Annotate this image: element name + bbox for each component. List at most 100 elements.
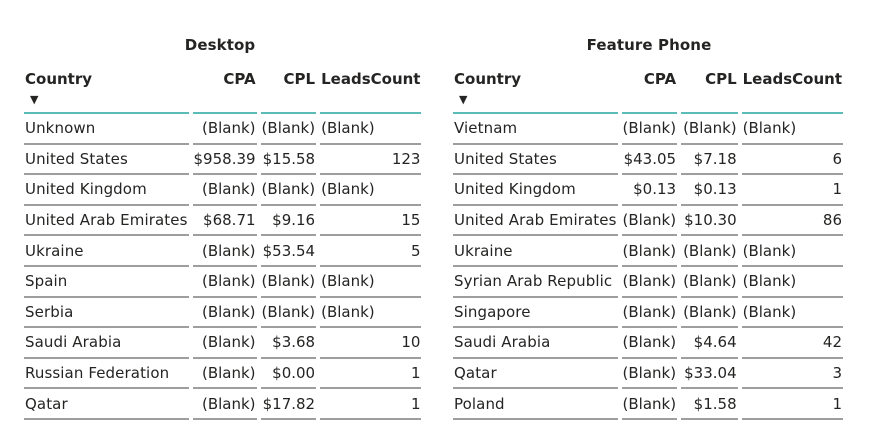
cell-country: United Kingdom — [453, 175, 618, 206]
cell-cpa: $68.71 — [192, 206, 257, 237]
cell-cpa: (Blank) — [621, 267, 678, 298]
column-header-label: Country — [25, 70, 93, 88]
header-row: Country ▼ CPA CPL LeadsCount — [453, 66, 843, 114]
cell-cpl: (Blank) — [681, 236, 738, 267]
column-header-cpa[interactable]: CPA — [192, 66, 257, 114]
cell-country: United Arab Emirates — [453, 206, 618, 237]
column-header-country[interactable]: Country ▼ — [453, 66, 618, 114]
column-header-label: CPA — [643, 70, 677, 88]
cell-cpa: (Blank) — [621, 389, 678, 420]
cell-cpa: (Blank) — [192, 298, 257, 329]
column-header-cpa[interactable]: CPA — [621, 66, 678, 114]
cell-cpl: (Blank) — [681, 298, 738, 329]
cell-cpl: $10.30 — [681, 206, 738, 237]
table-row[interactable]: Ukraine (Blank) (Blank) (Blank) — [453, 236, 843, 267]
cell-country: Saudi Arabia — [24, 328, 189, 359]
table-row[interactable]: United Arab Emirates $68.71 $9.16 15 — [24, 206, 422, 237]
table-row[interactable]: Unknown (Blank) (Blank) (Blank) — [24, 114, 422, 145]
table-row[interactable]: United Kingdom (Blank) (Blank) (Blank) — [24, 175, 422, 206]
data-table: Country ▼ CPA CPL LeadsCount Unknown (Blank)(… — [20, 66, 425, 420]
table-row[interactable]: Vietnam (Blank) (Blank) (Blank) — [453, 114, 843, 145]
cell-country: Russian Federation — [24, 359, 189, 390]
cell-cpa: (Blank) — [621, 359, 678, 390]
cell-cpa: (Blank) — [192, 114, 257, 145]
cell-cpl: $0.13 — [681, 175, 738, 206]
cell-country: Qatar — [453, 359, 618, 390]
cell-cpa: (Blank) — [192, 328, 257, 359]
table-row[interactable]: Saudi Arabia (Blank) $3.68 10 — [24, 328, 422, 359]
cell-leadscount: 42 — [741, 328, 843, 359]
cell-country: Vietnam — [453, 114, 618, 145]
cell-country: Spain — [24, 267, 189, 298]
table-row[interactable]: Syrian Arab Republic (Blank) (Blank) (Blank… — [453, 267, 843, 298]
column-header-label: CPL — [283, 70, 316, 88]
cell-country: Saudi Arabia — [453, 328, 618, 359]
table-body: Vietnam (Blank) (Blank) (Blank) United State… — [453, 114, 843, 420]
table-row[interactable]: Serbia (Blank) (Blank) (Blank) — [24, 298, 422, 329]
cell-leadscount: (Blank) — [741, 267, 843, 298]
cell-cpl: $4.64 — [681, 328, 738, 359]
cell-leadscount: 3 — [741, 359, 843, 390]
table-row[interactable]: Russian Federation (Blank) $0.00 1 — [24, 359, 422, 390]
cell-cpl: $33.04 — [681, 359, 738, 390]
table-row[interactable]: Qatar (Blank) $33.04 3 — [453, 359, 843, 390]
cell-cpl: $15.58 — [260, 145, 317, 176]
table-row[interactable]: Spain (Blank) (Blank) (Blank) — [24, 267, 422, 298]
cell-cpa: (Blank) — [621, 236, 678, 267]
cell-country: Ukraine — [24, 236, 189, 267]
cell-leadscount: 15 — [320, 206, 422, 237]
cell-leadscount: 1 — [320, 389, 422, 420]
column-header-cpl[interactable]: CPL — [260, 66, 317, 114]
header-row: Country ▼ CPA CPL LeadsCount — [24, 66, 422, 114]
sort-descending-icon[interactable]: ▼ — [30, 93, 39, 106]
table-row[interactable]: United States $43.05 $7.18 6 — [453, 145, 843, 176]
cell-country: Ukraine — [453, 236, 618, 267]
cell-leadscount: (Blank) — [320, 267, 422, 298]
table-row[interactable]: Ukraine (Blank) $53.54 5 — [24, 236, 422, 267]
cell-leadscount: (Blank) — [320, 175, 422, 206]
cell-leadscount: 6 — [741, 145, 843, 176]
cell-country: United Kingdom — [24, 175, 189, 206]
cell-cpa: (Blank) — [621, 114, 678, 145]
cell-cpa: (Blank) — [621, 328, 678, 359]
cell-cpl: $7.18 — [681, 145, 738, 176]
cell-cpa: (Blank) — [621, 206, 678, 237]
column-header-label: Country — [454, 70, 522, 88]
cell-cpl: $1.58 — [681, 389, 738, 420]
table-body: Unknown (Blank) (Blank) (Blank) United State… — [24, 114, 422, 420]
cell-country: Serbia — [24, 298, 189, 329]
cell-country: United Arab Emirates — [24, 206, 189, 237]
cell-cpl: (Blank) — [260, 267, 317, 298]
table-row[interactable]: United States $958.39 $15.58 123 — [24, 145, 422, 176]
visual-title: Feature Phone — [586, 36, 712, 54]
cell-leadscount: 10 — [320, 328, 422, 359]
cell-cpl: (Blank) — [681, 114, 738, 145]
cell-cpa: (Blank) — [192, 267, 257, 298]
table-row[interactable]: Singapore (Blank) (Blank) (Blank) — [453, 298, 843, 329]
cell-country: United States — [453, 145, 618, 176]
sort-descending-icon[interactable]: ▼ — [459, 93, 468, 106]
table-row[interactable]: Poland (Blank) $1.58 1 — [453, 389, 843, 420]
cell-country: Qatar — [24, 389, 189, 420]
column-header-country[interactable]: Country ▼ — [24, 66, 189, 114]
table-row[interactable]: United Kingdom $0.13 $0.13 1 — [453, 175, 843, 206]
cell-leadscount: (Blank) — [741, 114, 843, 145]
cell-cpa: (Blank) — [192, 359, 257, 390]
cell-cpa: (Blank) — [621, 298, 678, 329]
cell-cpa: (Blank) — [192, 389, 257, 420]
column-header-label: LeadsCount — [742, 70, 842, 88]
cell-leadscount: 86 — [741, 206, 843, 237]
table-row[interactable]: Qatar (Blank) $17.82 1 — [24, 389, 422, 420]
table-row[interactable]: Saudi Arabia (Blank) $4.64 42 — [453, 328, 843, 359]
column-header-label: CPL — [705, 70, 737, 88]
column-header-cpl[interactable]: CPL — [681, 66, 738, 114]
cell-cpl: $0.00 — [260, 359, 317, 390]
cell-leadscount: (Blank) — [320, 114, 422, 145]
column-header-leadscount[interactable]: LeadsCount — [741, 66, 843, 114]
cell-country: United States — [24, 145, 189, 176]
table-row[interactable]: United Arab Emirates (Blank) $10.30 86 — [453, 206, 843, 237]
cell-leadscount: 1 — [741, 389, 843, 420]
cell-leadscount: (Blank) — [741, 298, 843, 329]
column-header-leadscount[interactable]: LeadsCount — [320, 66, 422, 114]
